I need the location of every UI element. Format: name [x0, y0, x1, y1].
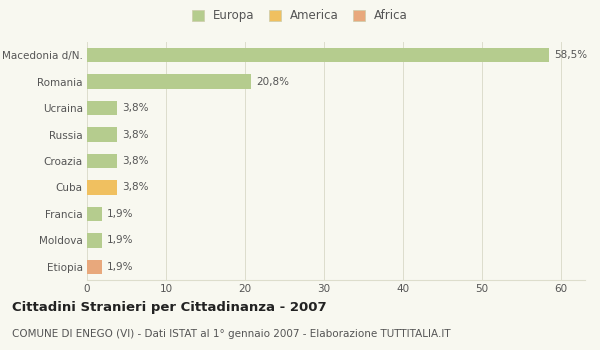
- Bar: [87, 259, 102, 274]
- Text: 1,9%: 1,9%: [107, 209, 133, 219]
- Text: 3,8%: 3,8%: [122, 156, 148, 166]
- Bar: [87, 154, 117, 168]
- Text: 3,8%: 3,8%: [122, 182, 148, 192]
- Bar: [87, 233, 102, 247]
- Text: Cittadini Stranieri per Cittadinanza - 2007: Cittadini Stranieri per Cittadinanza - 2…: [12, 301, 326, 314]
- Text: 58,5%: 58,5%: [554, 50, 587, 60]
- Legend: Europa, America, Africa: Europa, America, Africa: [192, 9, 408, 22]
- Bar: [87, 180, 117, 195]
- Text: 1,9%: 1,9%: [107, 235, 133, 245]
- Bar: [87, 127, 117, 142]
- Text: 3,8%: 3,8%: [122, 103, 148, 113]
- Bar: [87, 206, 102, 221]
- Text: COMUNE DI ENEGO (VI) - Dati ISTAT al 1° gennaio 2007 - Elaborazione TUTTITALIA.I: COMUNE DI ENEGO (VI) - Dati ISTAT al 1° …: [12, 329, 451, 339]
- Bar: [87, 101, 117, 116]
- Text: 1,9%: 1,9%: [107, 262, 133, 272]
- Text: 20,8%: 20,8%: [256, 77, 289, 87]
- Text: 3,8%: 3,8%: [122, 130, 148, 140]
- Bar: [87, 48, 550, 63]
- Bar: [87, 75, 251, 89]
